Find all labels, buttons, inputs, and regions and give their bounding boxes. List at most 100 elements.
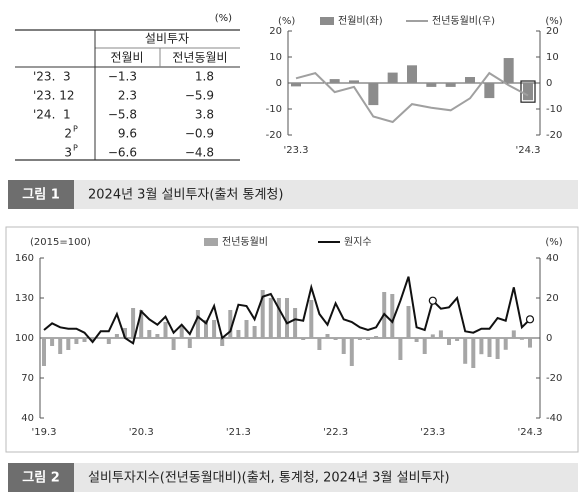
bar [179,326,184,338]
y2-tick-label: 0 [546,78,552,89]
bar [139,310,144,338]
y-tick-label: -20 [266,130,282,141]
cell: 1.8 [195,70,214,84]
bar [220,338,225,346]
x-tick-label: '21.3 [226,427,251,438]
legend-swatch [320,17,334,25]
y-unit: (2015=100) [30,237,91,248]
bar [195,310,200,338]
bar [276,298,281,338]
bar [204,320,208,338]
x-tick-label: '20.3 [129,427,154,438]
bar [187,338,192,348]
bar [426,83,437,87]
caption-label-box [8,463,74,492]
y-tick-label: 10 [269,52,282,63]
x-tick-label: '23.3 [283,145,308,156]
legend-swatch [204,238,218,246]
cell: −0.9 [185,127,214,141]
bar [252,326,257,338]
bar [90,338,95,340]
x-tick-label: '19.3 [31,427,56,438]
bar [471,338,476,368]
caption-label: 그림 1 [22,188,60,203]
cell: 3.8 [195,108,214,122]
y-tick-label: 40 [21,413,34,424]
y-tick-label: 130 [15,293,34,304]
bar [414,338,419,342]
y2-tick-label: -20 [546,130,562,141]
bar [285,298,289,338]
bar [123,328,127,338]
legend-label: 전년동월비(우) [432,15,495,27]
row-label-sup: P [73,125,78,134]
y2-tick-label: -40 [546,413,562,424]
caption-label-box [8,180,74,209]
y-tick-label: 100 [15,333,34,344]
cell: −6.6 [108,146,137,160]
cell: −4.8 [185,146,214,160]
bar [407,65,417,83]
row-label: 2 [64,127,72,141]
bar [387,72,398,83]
y2-tick-label: 10 [546,52,559,63]
caption-band [8,180,578,209]
x-tick-label: '23.3 [420,427,445,438]
y2-tick-label: -10 [546,104,562,115]
bar [519,338,524,340]
bar [244,320,249,338]
bar [368,83,379,106]
figure-frame [5,226,579,453]
bar [357,338,362,340]
cell: −1.3 [108,70,137,84]
caption-band [8,463,578,492]
bar [511,330,516,338]
group-header: 설비투자 [145,32,189,46]
bar [236,330,241,338]
bar [463,338,468,364]
line [295,71,529,124]
bar [42,338,46,366]
bar [228,310,233,338]
bar [131,308,136,338]
bar [163,322,168,338]
bar [329,79,340,83]
bar [317,338,322,350]
bar [310,82,321,83]
legend-label: 전월비(좌) [338,15,383,27]
y2-tick-label: 20 [546,26,559,37]
bar [528,338,532,348]
bar [487,338,492,357]
cell: −5.8 [108,108,137,122]
y2-tick-label: 0 [546,333,552,344]
bar [155,334,160,338]
cell: 2.3 [118,89,137,103]
bar [212,320,217,338]
bar [58,338,63,354]
bar [465,77,475,83]
legend-label: 전년동월비 [222,236,268,248]
bar [422,338,427,354]
bar [406,306,411,338]
table: (%) 설비투자 전월비 전년동월비 [15,13,240,161]
x-tick-label: '24.3 [515,145,540,156]
y-tick-label: 70 [21,373,34,384]
bar [398,338,403,360]
bar [445,83,456,87]
bar [147,330,152,338]
bar [341,338,346,354]
marker [428,296,437,305]
bar [438,330,443,338]
bar [333,338,338,340]
bar [309,300,314,338]
x-tick-label: '22.3 [323,427,348,438]
bar [447,338,451,345]
bar [171,338,176,350]
bar [291,83,301,87]
row-label-sup: P [73,144,78,153]
bar [106,338,111,344]
y2-unit: (%) [545,16,562,27]
bar [50,338,55,346]
row-label: '24. 1 [33,108,71,122]
bar [430,334,435,338]
